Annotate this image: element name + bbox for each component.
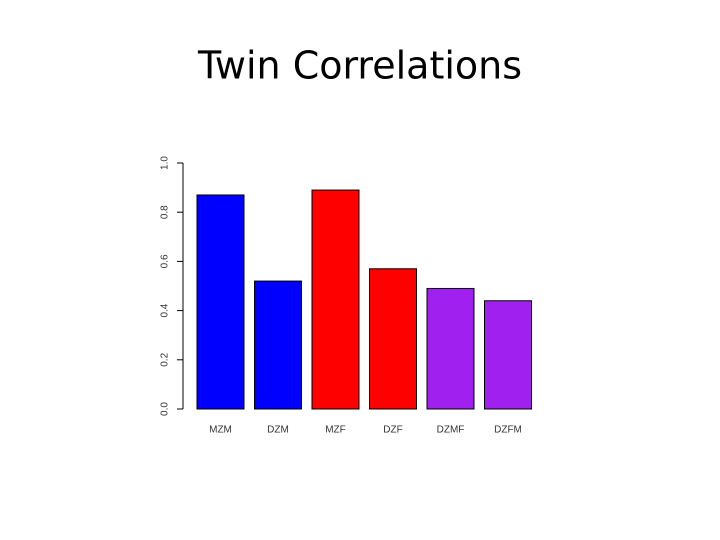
x-tick-label: DZM bbox=[267, 425, 289, 436]
bar bbox=[484, 300, 532, 410]
x-tick-label: DZF bbox=[383, 425, 402, 436]
bar bbox=[369, 268, 417, 410]
chart-title: Twin Correlations bbox=[197, 44, 522, 88]
y-tick-label: 0.0 bbox=[160, 402, 171, 416]
x-tick-label: MZM bbox=[209, 425, 232, 436]
y-tick-label: 0.6 bbox=[160, 254, 171, 268]
bar bbox=[254, 280, 302, 410]
y-tick-label: 0.4 bbox=[160, 303, 171, 317]
y-tick-label: 1.0 bbox=[160, 156, 171, 170]
bar bbox=[311, 189, 360, 410]
y-tick-label: 0.2 bbox=[160, 352, 171, 366]
y-tick-label: 0.8 bbox=[160, 205, 171, 219]
x-tick-label: DZFM bbox=[494, 425, 522, 436]
x-tick-label: DZMF bbox=[437, 425, 465, 436]
x-tick-label: MZF bbox=[325, 425, 346, 436]
bar bbox=[196, 194, 245, 410]
bar bbox=[426, 287, 475, 410]
